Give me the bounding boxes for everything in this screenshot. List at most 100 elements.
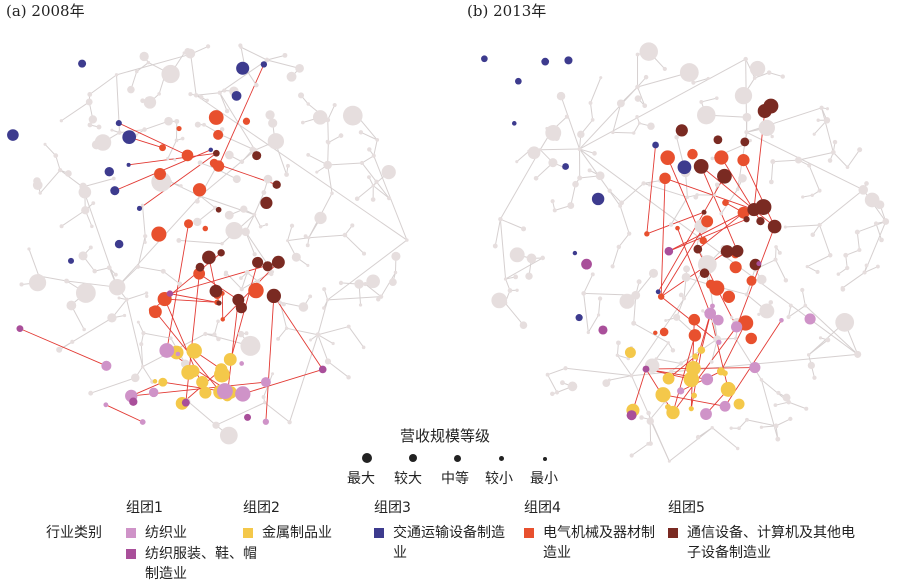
industry-row-label: 行业类别 <box>46 525 102 541</box>
other-industry-node <box>666 341 670 345</box>
electronics-node <box>693 244 703 254</box>
other-industry-node <box>548 158 558 168</box>
network-edge <box>253 214 262 227</box>
other-industry-node <box>697 105 716 125</box>
electronics-node <box>216 300 222 306</box>
other-industry-node <box>264 57 270 63</box>
other-industry-node <box>254 82 259 88</box>
other-industry-node <box>733 336 738 341</box>
other-industry-node <box>332 102 337 108</box>
network-edge <box>286 327 319 336</box>
other-industry-node <box>803 303 808 308</box>
other-industry-node <box>577 175 583 181</box>
textile-node <box>262 418 269 425</box>
network-edge <box>327 119 329 143</box>
electrical-node <box>706 279 716 290</box>
other-industry-node <box>217 90 222 95</box>
network-edge <box>633 295 637 324</box>
network-edge <box>583 274 594 294</box>
other-industry-node <box>375 138 380 142</box>
other-industry-node <box>240 205 248 213</box>
other-industry-node <box>88 390 94 396</box>
network-edge <box>801 289 806 306</box>
other-industry-node <box>862 270 867 275</box>
electronics-node <box>215 206 222 213</box>
other-industry-node <box>134 69 139 74</box>
network-edge <box>289 334 319 423</box>
other-industry-node <box>27 247 31 251</box>
transport-node <box>114 239 124 249</box>
other-industry-node <box>87 92 93 97</box>
network-edge <box>660 251 728 298</box>
network-edge <box>617 354 629 359</box>
network-edge <box>637 86 646 106</box>
other-industry-node <box>263 400 267 405</box>
other-industry-node <box>298 302 309 312</box>
network-edge <box>225 272 243 290</box>
network-edge <box>808 339 829 356</box>
other-industry-node <box>108 278 126 296</box>
transport-swatch <box>374 528 384 538</box>
textile-node <box>103 402 109 408</box>
other-industry-node <box>526 253 537 264</box>
electronics-node <box>740 137 750 147</box>
other-industry-node <box>577 146 582 152</box>
other-industry-node <box>616 340 621 346</box>
network-edge <box>136 62 149 72</box>
other-industry-node <box>597 296 603 301</box>
other-industry-node <box>362 251 367 256</box>
textile-node <box>148 387 159 398</box>
other-industry-node <box>616 244 622 250</box>
other-industry-node <box>854 350 862 358</box>
network-edge <box>327 164 333 194</box>
network-edge <box>547 367 566 376</box>
network-edge <box>669 427 713 462</box>
other-industry-node <box>91 201 96 206</box>
other-industry-node <box>810 193 814 198</box>
network-edge <box>769 72 783 78</box>
network-edge <box>590 102 594 120</box>
size-label-small: 较小 <box>485 471 513 487</box>
network-edge <box>246 272 259 282</box>
other-industry-node <box>770 159 776 165</box>
size-label-large: 较大 <box>394 471 422 487</box>
electrical-node <box>659 327 669 337</box>
other-industry-node <box>212 332 217 337</box>
network-edge <box>327 296 382 301</box>
other-industry-node <box>515 160 519 164</box>
network-edge <box>364 283 382 298</box>
other-industry-node <box>325 139 330 144</box>
other-industry-node <box>832 139 838 145</box>
electrical-node <box>208 110 224 125</box>
electrical-node <box>746 275 757 286</box>
transport-label: 交通运输设备制造业 <box>393 525 505 561</box>
other-industry-node <box>586 330 591 335</box>
metal-node <box>683 371 700 388</box>
other-industry-node <box>238 43 243 48</box>
other-industry-node <box>567 381 578 392</box>
other-industry-node <box>744 129 749 135</box>
other-industry-node <box>96 124 102 130</box>
other-industry-node <box>261 190 267 195</box>
electrical-node <box>202 225 209 232</box>
other-industry-node <box>825 107 830 111</box>
network-edge <box>39 169 61 194</box>
network-edge <box>287 237 309 242</box>
other-industry-node <box>730 316 734 320</box>
panel-a-title: (a) 2008年 <box>6 2 85 20</box>
size-label-smallest: 最小 <box>530 471 558 487</box>
other-industry-node <box>768 179 774 185</box>
network-edge <box>499 149 541 220</box>
transport-node <box>126 162 131 167</box>
electrical-node <box>213 129 224 140</box>
other-industry-node <box>32 180 43 191</box>
network-edge <box>264 402 290 423</box>
metal-node <box>662 372 675 385</box>
textile-label: 纺织业 <box>145 525 187 541</box>
textile-node <box>779 318 784 323</box>
electrical-node <box>149 305 162 319</box>
other-industry-node <box>338 133 344 138</box>
other-industry-node <box>87 122 93 128</box>
network-edge <box>856 232 860 251</box>
apparel-node <box>598 325 608 335</box>
